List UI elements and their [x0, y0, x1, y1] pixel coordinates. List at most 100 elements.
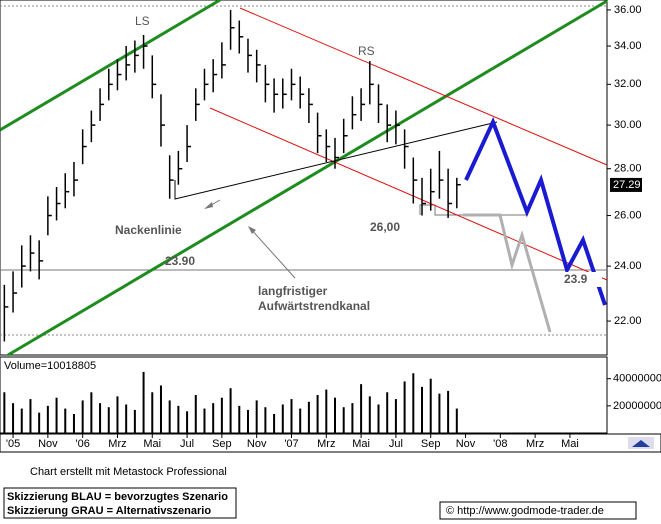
volume-bar	[246, 409, 249, 433]
volume-bar	[212, 403, 215, 433]
volume-bar	[316, 395, 319, 433]
volume-bar	[403, 381, 406, 433]
annotation: 23.90	[165, 254, 195, 268]
volume-bar	[133, 409, 136, 433]
volume-bar	[64, 408, 67, 433]
volume-bar	[290, 399, 293, 433]
x-axis-band	[0, 433, 661, 453]
volume-bar	[255, 400, 258, 433]
volume-bar	[360, 384, 363, 433]
legend-box	[3, 487, 237, 519]
x-tick-label: '08	[493, 438, 507, 450]
icon-shape	[632, 440, 650, 447]
volume-bar	[351, 403, 354, 433]
gray-scenario	[463, 213, 552, 333]
arrow-head	[248, 226, 256, 234]
last-price: 27.29	[613, 179, 641, 191]
x-tick-label: Nov	[247, 438, 267, 450]
y-tick-label: 22.00	[614, 315, 642, 327]
volume-bar	[220, 397, 223, 433]
x-tick-label: Mai	[143, 438, 161, 450]
volume-bar	[455, 408, 458, 433]
annotation: Nackenlinie	[115, 223, 182, 237]
last-price-box	[610, 177, 642, 192]
volume-bar	[394, 399, 397, 433]
y-tick-label: 40000000	[613, 373, 661, 385]
x-tick-label: Nov	[38, 438, 58, 450]
x-tick-label: Jul	[180, 438, 194, 450]
y-tick-label: 24.00	[614, 260, 642, 272]
volume-bar	[125, 404, 128, 433]
green-lower	[7, 0, 608, 357]
volume-bar	[333, 397, 336, 433]
green-upper	[0, 0, 221, 132]
x-tick-label: Mai	[352, 438, 370, 450]
volume-bar	[142, 371, 145, 433]
volume-bar	[299, 408, 302, 433]
x-tick-label: Mrz	[526, 438, 544, 450]
x-tick-label: '05	[6, 438, 20, 450]
volume-bar	[12, 403, 15, 433]
annotation: 26,00	[370, 220, 400, 234]
volume-bar	[377, 404, 380, 433]
x-tick-label: Mrz	[108, 438, 126, 450]
volume-bar	[55, 397, 58, 433]
volume-bar	[168, 400, 171, 433]
volume-bar	[342, 407, 345, 433]
volume-bar	[151, 392, 154, 433]
x-tick-label: Nov	[456, 438, 476, 450]
arrow-head	[204, 202, 213, 209]
footer-text: Skizzierung BLAU = bevorzugtes Szenario	[7, 491, 228, 503]
volume-bar	[177, 405, 180, 433]
x-tick-label: '06	[75, 438, 89, 450]
volume-bar	[229, 388, 232, 433]
footer-text[interactable]: © http://www.godmode-trader.de	[446, 505, 604, 517]
volume-bar	[386, 392, 389, 433]
x-tick-label: '07	[284, 438, 298, 450]
y-tick-label: 28.00	[614, 163, 642, 175]
volume-bar	[421, 386, 424, 433]
volume-bar	[46, 405, 49, 433]
volume-bar	[90, 392, 93, 433]
volume-bar	[264, 407, 267, 433]
url-box	[439, 501, 637, 520]
y-tick-label: 36.00	[614, 4, 642, 16]
volume-bar	[72, 414, 75, 433]
neckline	[174, 121, 498, 200]
volume-bar	[368, 396, 371, 433]
volume-bar	[29, 399, 32, 433]
volume-bar	[116, 396, 119, 433]
x-tick-label: Mrz	[317, 438, 335, 450]
volume-bar	[81, 400, 84, 433]
volume-panel	[0, 356, 608, 434]
annotation: RS	[358, 44, 375, 58]
volume-bar	[429, 378, 432, 433]
x-tick-label: Mai	[561, 438, 579, 450]
y-tick-label: 26.00	[614, 209, 642, 221]
blue-scenario	[464, 116, 607, 306]
red-upper	[239, 7, 608, 166]
label-bg	[562, 272, 602, 287]
volume-bar	[3, 392, 6, 433]
red-lower	[209, 107, 608, 281]
y-tick-label: 30.00	[614, 119, 642, 131]
volume-bar	[20, 408, 23, 433]
x-tick-label: Sep	[421, 438, 441, 450]
volume-bar	[273, 414, 276, 433]
volume-bar	[107, 407, 110, 433]
volume-title: Volume=10018805	[4, 360, 96, 372]
volume-bar	[159, 385, 162, 433]
volume-bar	[325, 389, 328, 433]
volume-bar	[307, 401, 310, 433]
volume-bar	[438, 393, 441, 433]
volume-bar	[238, 405, 241, 433]
annotation: Aufwärtstrendkanal	[258, 299, 370, 313]
y-tick-label: 20000000	[613, 400, 661, 412]
footer-text: Skizzierung GRAU = Alternativszenario	[7, 505, 211, 517]
volume-bar	[99, 403, 102, 433]
volume-bar	[203, 408, 206, 433]
footer-text: Chart erstellt mit Metastock Professiona…	[30, 466, 227, 478]
volume-bar	[447, 390, 450, 433]
